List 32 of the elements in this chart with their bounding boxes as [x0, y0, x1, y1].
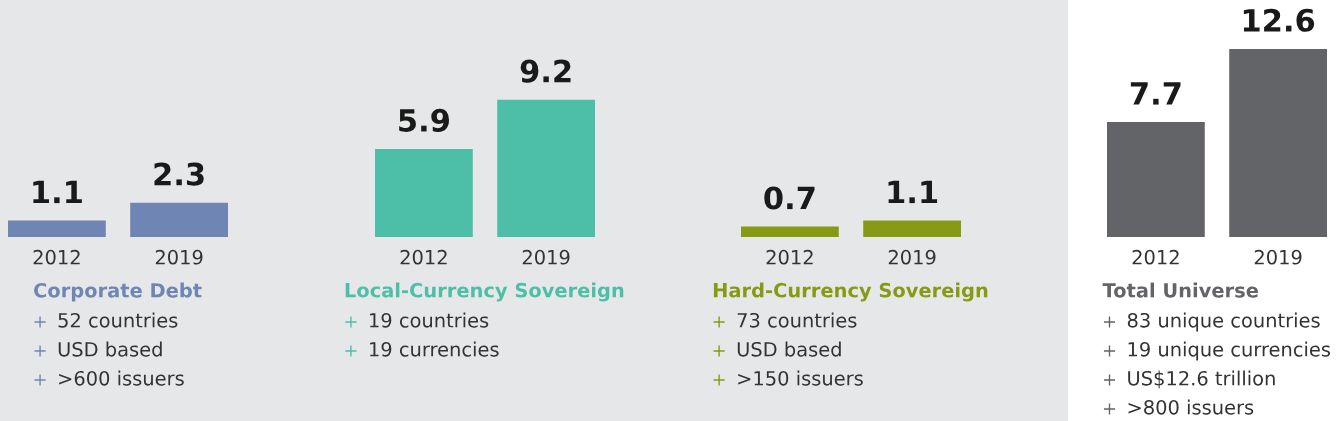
data-label: 9.2 [520, 59, 571, 83]
x-tick-label: 2019 [1254, 249, 1302, 265]
data-label: 1.1 [33, 180, 82, 204]
x-tick-label: 2019 [888, 249, 936, 265]
x-tick-label: 2012 [33, 249, 80, 265]
text: 19 currencies [370, 341, 499, 357]
x-tick-label: 2019 [155, 249, 203, 265]
data-label: 2.3 [154, 162, 204, 186]
text: 73 countries [737, 312, 857, 328]
text: Corporate Debt [34, 282, 202, 302]
text: Hard-Currency Sovereign [713, 282, 988, 302]
data-label: 7.7 [1130, 82, 1181, 105]
text: USD based [737, 341, 841, 357]
text: >150 issuers [738, 370, 863, 386]
x-tick-label: 2019 [522, 249, 570, 265]
data-label: 5.9 [399, 108, 449, 132]
x-tick-label: 2012 [766, 249, 813, 265]
text: 19 unique currencies [1128, 341, 1331, 361]
text: USD based [58, 341, 162, 357]
data-label: 12.6 [1243, 8, 1315, 32]
text: Total Universe [1102, 282, 1258, 298]
x-tick-label: 2012 [400, 249, 447, 265]
data-label: 1.1 [888, 180, 938, 204]
text: US$12.6 trillion [1128, 370, 1275, 389]
x-tick-label: 2012 [1132, 249, 1179, 265]
text: >600 issuers [59, 370, 184, 386]
text: 83 unique countries [1127, 312, 1320, 332]
text: 19 countries [370, 312, 489, 328]
text: Local-Currency Sovereign [345, 282, 624, 302]
text: 52 countries [58, 312, 178, 328]
data-label: 0.7 [764, 186, 815, 210]
text: >800 issuers [1128, 399, 1254, 415]
